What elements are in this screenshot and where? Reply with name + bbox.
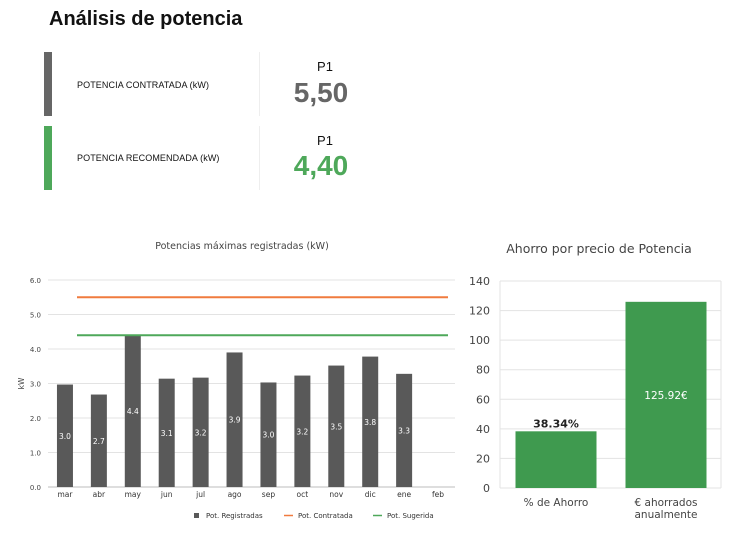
y-tick-label: 120	[469, 305, 490, 318]
savings-bar	[515, 431, 597, 488]
bar-data-label: 2.7	[93, 437, 105, 446]
recommended-color-bar	[44, 126, 52, 190]
bar-data-label: 3.5	[330, 422, 342, 431]
chart-title: Potencias máximas registradas (kW)	[155, 241, 329, 252]
bar-registradas	[226, 352, 243, 487]
contracted-power-value: 5,50	[293, 77, 349, 108]
card-divider	[259, 126, 260, 190]
y-tick-label: 0	[483, 482, 490, 495]
y-tick-label: 1.0	[30, 450, 41, 458]
legend-label: Pot. Contratada	[298, 512, 353, 520]
y-tick-label: 100	[469, 334, 490, 347]
bar-registradas	[294, 375, 311, 487]
y-tick-label: 140	[469, 275, 490, 288]
x-tick-label: ene	[397, 490, 411, 499]
legend-label: Pot. Registradas	[206, 512, 263, 520]
x-tick-label: dic	[365, 490, 376, 499]
x-tick-label: € ahorrados	[635, 497, 698, 509]
y-tick-label: 5.0	[30, 312, 41, 320]
bar-registradas	[328, 365, 345, 487]
y-tick-label: 2.0	[30, 415, 41, 423]
x-tick-label: nov	[329, 490, 343, 499]
chart-title: Ahorro por precio de Potencia	[506, 241, 692, 256]
x-tick-label: oct	[297, 490, 309, 499]
y-axis-label: kW	[17, 377, 26, 389]
bar-registradas	[396, 373, 413, 487]
x-tick-label: sep	[262, 490, 276, 499]
bar-data-label: 38.34%	[533, 417, 579, 430]
bar-registradas	[192, 377, 209, 487]
x-tick-label: % de Ahorro	[524, 497, 589, 509]
bar-data-label: 4.4	[127, 407, 139, 416]
card-divider	[259, 52, 260, 116]
x-tick-label: may	[125, 490, 142, 499]
x-tick-label: anualmente	[634, 509, 697, 521]
legend-label: Pot. Sugerida	[387, 512, 434, 520]
bar-registradas	[124, 335, 141, 487]
bar-data-label: 3.2	[296, 427, 308, 436]
bar-data-label: 3.1	[161, 429, 173, 438]
x-tick-label: jul	[195, 490, 205, 499]
contracted-color-bar	[44, 52, 52, 116]
y-tick-label: 3.0	[30, 381, 41, 389]
bar-registradas	[56, 384, 73, 487]
y-tick-label: 60	[476, 393, 490, 406]
recommended-power-value: 4,40	[293, 150, 349, 181]
bar-data-label: 3.9	[229, 416, 241, 425]
x-tick-label: jun	[160, 490, 173, 499]
y-tick-label: 4.0	[30, 346, 41, 354]
x-tick-label: abr	[93, 490, 106, 499]
bar-registradas	[158, 378, 175, 487]
bar-data-label: 3.0	[262, 431, 274, 440]
x-tick-label: mar	[57, 490, 73, 499]
contracted-period-label: P1	[317, 59, 333, 74]
y-tick-label: 0.0	[30, 484, 41, 492]
bar-registradas	[362, 356, 379, 487]
y-tick-label: 6.0	[30, 277, 41, 285]
recommended-period-label: P1	[317, 133, 333, 148]
legend-swatch-registradas	[194, 513, 199, 518]
bar-registradas	[260, 382, 277, 487]
recommended-power-label: POTENCIA RECOMENDADA (kW)	[77, 153, 220, 163]
y-tick-label: 40	[476, 423, 490, 436]
bar-data-label: 125.92€	[644, 390, 687, 402]
bar-data-label: 3.2	[195, 428, 207, 437]
savings-bar	[625, 301, 707, 488]
bar-data-label: 3.3	[398, 426, 410, 435]
page-title: Análisis de potencia	[49, 8, 243, 30]
x-tick-label: ago	[228, 490, 242, 499]
x-tick-label: feb	[432, 490, 444, 499]
contracted-power-label: POTENCIA CONTRATADA (kW)	[77, 80, 210, 90]
bar-data-label: 3.0	[59, 432, 71, 441]
bar-data-label: 3.8	[364, 418, 376, 427]
y-tick-label: 20	[476, 452, 490, 465]
y-tick-label: 80	[476, 364, 490, 377]
bar-registradas	[90, 394, 107, 487]
